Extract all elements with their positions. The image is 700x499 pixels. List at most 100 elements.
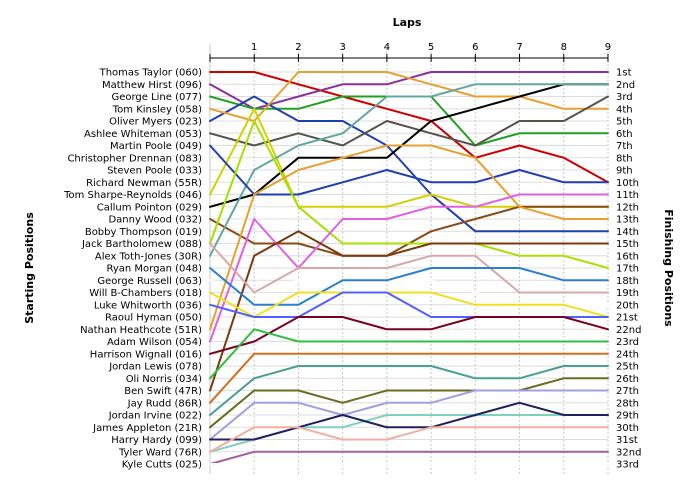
finish-label: 32nd [616,447,641,458]
finish-label: 26th [616,374,639,385]
series-line [209,71,609,122]
driver-label: Callum Pointon (029) [97,202,202,213]
driver-label: Raoul Hyman (050) [105,313,202,324]
right-axis-title: Finishing Positions [662,209,675,327]
series-line [209,328,609,380]
series-line [209,83,609,257]
finish-label: 18th [616,276,639,287]
finish-label: 25th [616,362,639,373]
series-line [209,450,609,465]
driver-label: Ashlee Whiteman (053) [84,129,202,140]
series-line [209,95,609,233]
series-line [209,426,609,453]
driver-label: Alex Toth-Jones (30R) [95,251,202,262]
driver-label: Oliver Myers (023) [109,117,202,128]
driver-label: Ryan Morgan (048) [106,264,202,275]
series-line [209,365,609,416]
driver-label: Tom Kinsley (058) [112,104,202,115]
driver-label: George Line (077) [111,92,202,103]
driver-label: Steven Poole (033) [107,166,202,177]
series-line [209,377,609,429]
finish-label: 8th [616,153,633,164]
finish-label: 12th [616,202,639,213]
finish-label: 10th [616,178,639,189]
series-line [209,291,609,318]
driver-label: Harrison Wignall (016) [90,349,202,360]
finish-label: 17th [616,264,639,275]
driver-label: Tyler Ward (76R) [118,447,202,458]
series-line [209,316,609,355]
finish-label: 33rd [616,460,639,471]
driver-label: Richard Newman (55R) [86,178,202,189]
finish-label: 23rd [616,337,639,348]
finish-label: 13th [616,215,639,226]
driver-label: Christopher Drennan (083) [67,153,202,164]
finish-label: 5th [616,117,633,128]
series-line [209,242,609,294]
finish-label: 11th [616,190,639,201]
driver-label: Jack Bartholomew (088) [81,239,202,250]
driver-label: Harry Hardy (099) [111,435,202,446]
driver-label: Bobby Thompson (019) [85,227,202,238]
finish-label: 20th [616,300,639,311]
driver-label: Adam Wilson (054) [107,337,202,348]
driver-label: Will B-Chambers (018) [89,288,202,299]
finish-label: 16th [616,251,639,262]
finish-label: 30th [616,423,639,434]
series-lines [209,71,609,465]
finish-label: 14th [616,227,639,238]
series-line [209,120,609,269]
finish-label: 27th [616,386,639,397]
finish-label: 1st [616,68,632,79]
lap-tick-label: 7 [516,42,522,53]
driver-label: Tom Sharpe-Reynolds (046) [63,190,202,201]
lap-tick-label: 8 [561,42,567,53]
driver-label: George Russell (063) [97,276,202,287]
driver-label: Jordan Lewis (078) [108,362,202,373]
series-line [209,71,609,184]
series-line [209,230,609,392]
finish-label: 24th [616,349,639,360]
series-line [209,401,609,441]
finish-label: 9th [616,166,633,177]
driver-label: Ben Swift (47R) [124,386,202,397]
series-line [209,389,609,441]
series-line [209,83,609,208]
driver-label: Martin Poole (049) [110,141,202,152]
driver-label: Danny Wood (032) [108,215,202,226]
driver-label: Nathan Heathcote (51R) [80,325,202,336]
finish-label: 7th [616,141,633,152]
lap-tick-label: 1 [251,42,257,53]
finish-label: 28th [616,398,639,409]
finish-label: 3rd [616,92,633,103]
driver-label: Thomas Taylor (060) [99,68,202,79]
finish-label: 6th [616,129,633,140]
left-axis-title: Starting Positions [23,212,36,324]
driver-label: Jordan Irvine (022) [108,411,202,422]
driver-label: Oli Norris (034) [126,374,202,385]
series-line [209,95,609,147]
finish-label: 4th [616,104,633,115]
finish-label: 21st [616,313,638,324]
series-line [209,144,609,196]
finish-label: 19th [616,288,639,299]
driver-label: Luke Whitworth (036) [94,300,202,311]
labels: 1 2 3 4 5 6 7 8 9 Thomas Taylor (060)Matthew Hirs… [63,42,641,471]
driver-label: Matthew Hirst (096) [102,80,202,91]
finish-label: 29th [616,411,639,422]
driver-label: James Appleton (21R) [92,423,202,434]
finish-label: 22nd [616,325,641,336]
driver-label: Jay Rudd (86R) [127,398,202,409]
lap-tick-label: 5 [428,42,434,53]
lap-tick-label: 4 [384,42,390,53]
finish-label: 31st [616,435,638,446]
series-line [209,352,609,404]
lap-tick-label: 2 [295,42,301,53]
x-axis-title: Laps [393,16,422,29]
finish-label: 2nd [616,80,635,91]
driver-label: Kyle Cutts (025) [122,460,202,471]
lap-tick-label: 3 [339,42,345,53]
finish-label: 15th [616,239,639,250]
